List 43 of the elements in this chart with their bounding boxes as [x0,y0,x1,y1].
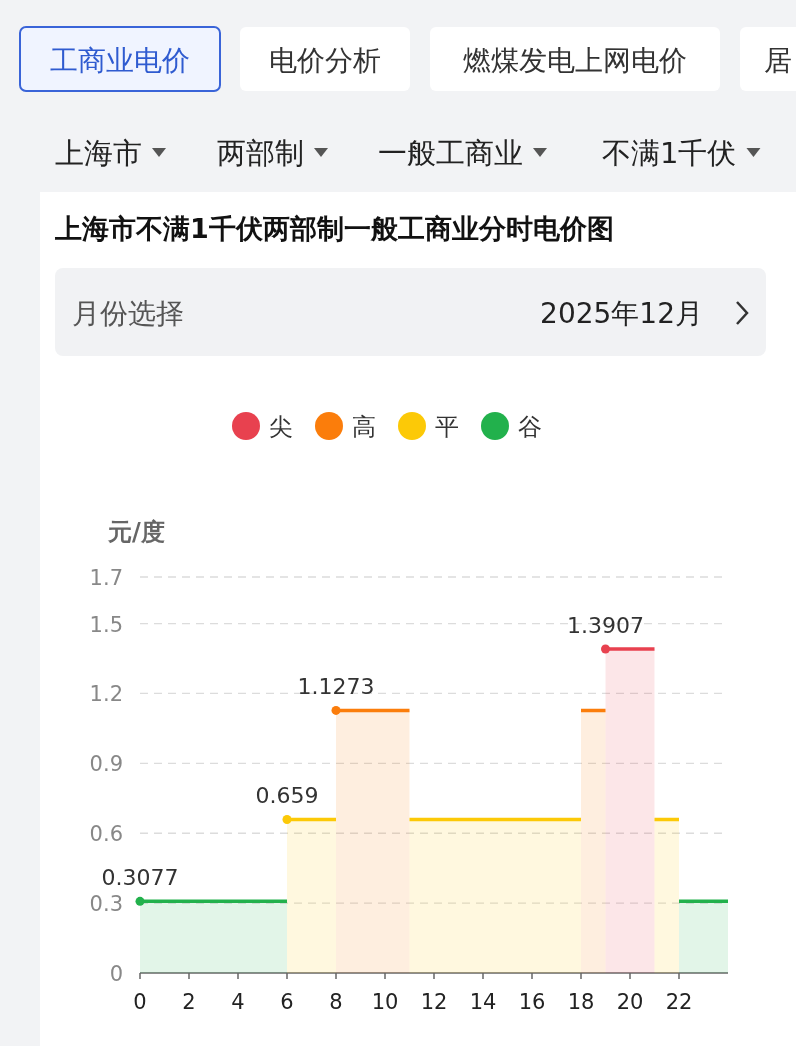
x-tick-label: 2 [182,990,196,1014]
point [282,814,292,824]
y-tick-label: 0 [109,962,123,986]
x-tick-label: 4 [231,990,245,1014]
y-tick-label: 0.3 [89,892,123,917]
y-tick-label: 1.5 [89,612,123,637]
y-tick-label: 1.2 [89,682,123,707]
legend-label: 尖 [269,413,293,441]
x-tick-label: 22 [665,990,693,1014]
y-tick-label: 1.7 [89,566,123,590]
x-tick-label: 12 [420,990,448,1014]
text: 两部制 [217,136,304,170]
y-tick-label: 0.6 [89,822,123,847]
text: 上海市 [55,136,142,170]
x-tick-label: 6 [280,990,294,1014]
legend-label: 高 [352,413,376,441]
text: 月份选择 [72,297,184,330]
point [331,705,341,715]
data-label: 1.1273 [297,674,375,700]
x-tick-label: 10 [371,990,399,1014]
x-tick-label: 0 [133,990,147,1014]
data-label: 0.659 [255,783,319,809]
data-label: 1.3907 [567,613,644,639]
legend-label: 平 [435,413,459,441]
x-tick-label: 14 [469,990,497,1014]
data-label: 0.3077 [101,865,179,891]
x-tick-label: 20 [616,990,644,1014]
x-tick-label: 16 [518,990,546,1014]
point [135,896,145,906]
y-axis-title: 元/度 [107,518,165,546]
chart-title: 上海市不满1千伏两部制一般工商业分时电价图 [54,213,614,244]
x-tick-label: 18 [567,990,595,1014]
y-tick-label: 0.9 [89,752,123,777]
text: 一般工商业 [378,136,523,170]
text: 电价分析 [269,44,381,77]
text: 居 [764,44,792,77]
point [601,644,610,654]
text: 工商业电价 [50,44,190,77]
text: 燃煤发电上网电价 [463,44,687,77]
text: 不满1千伏 [602,136,737,170]
x-tick-label: 8 [329,990,343,1014]
text: 2025年12月 [540,297,703,330]
legend-label: 谷 [518,413,542,441]
